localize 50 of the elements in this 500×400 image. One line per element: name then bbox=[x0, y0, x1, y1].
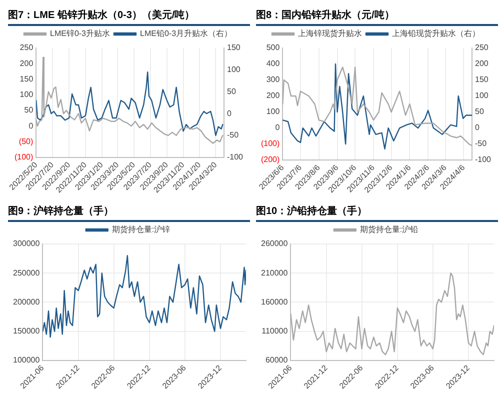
y-tick-label: 0 bbox=[275, 123, 280, 132]
y2-tick-label: 50 bbox=[226, 86, 236, 96]
y-tick-label: 500 bbox=[266, 43, 280, 52]
legend-label: LME铅0-3月升贴水（右） bbox=[140, 29, 232, 38]
y2-tick-label: -100 bbox=[474, 155, 492, 164]
y2-tick-label: 100 bbox=[226, 65, 241, 74]
y-tick-label: 300 bbox=[266, 75, 280, 84]
y2-tick-label: 0 bbox=[474, 123, 480, 132]
y-tick-label: 200 bbox=[266, 91, 280, 100]
y-tick-label: 60000 bbox=[265, 356, 288, 365]
y-tick-label: 260000 bbox=[260, 239, 288, 248]
y2-tick-label: 150 bbox=[474, 75, 489, 84]
chart-title: 图7：LME 铅锌升贴水（0-3）（美元/吨） bbox=[8, 8, 250, 26]
chart-title: 图8：国内铅锌升贴水（元/吨） bbox=[256, 8, 498, 26]
y-tick-label: 100 bbox=[20, 90, 34, 100]
legend-label: 期货持仓量:沪铅 bbox=[360, 225, 418, 234]
y-tick-label: (100) bbox=[260, 139, 280, 148]
y2-tick-label: 250 bbox=[474, 43, 489, 52]
legend-label: 上海铅现货升贴水（右） bbox=[392, 29, 480, 38]
y-tick-label: 200000 bbox=[12, 297, 40, 306]
y-tick-label: 100 bbox=[266, 107, 280, 116]
chart-title: 图9：沪锌持仓量（手） bbox=[8, 204, 250, 222]
y-tick-label: 210000 bbox=[260, 268, 288, 278]
chart-title: 图10：沪铅持仓量（手） bbox=[256, 204, 498, 222]
y2-tick-label: 150 bbox=[226, 43, 241, 52]
y-tick-label: 150000 bbox=[12, 326, 40, 336]
y-tick-label: 300000 bbox=[12, 239, 40, 248]
y-tick-label: 200 bbox=[20, 58, 34, 68]
y-tick-label: 400 bbox=[266, 59, 280, 68]
y-tick-label: (50) bbox=[18, 136, 34, 146]
y2-tick-label: -100 bbox=[226, 152, 244, 162]
y2-tick-label: 100 bbox=[474, 91, 489, 100]
legend-label: LME锌0-3升贴水 bbox=[50, 29, 110, 38]
y-tick-label: 150 bbox=[20, 74, 34, 84]
y-tick-label: 0 bbox=[28, 121, 34, 130]
y-tick-label: 50 bbox=[24, 106, 34, 115]
y-tick-label: 100000 bbox=[12, 356, 40, 365]
y-tick-label: (200) bbox=[260, 155, 280, 164]
y2-tick-label: 50 bbox=[474, 107, 484, 116]
legend-label: 上海锌现货升贴水 bbox=[298, 29, 362, 38]
y2-tick-label: 200 bbox=[474, 59, 489, 68]
y2-tick-label: 0 bbox=[226, 108, 232, 118]
y-tick-label: 160000 bbox=[260, 297, 288, 306]
y-tick-label: 250000 bbox=[12, 268, 40, 278]
y2-tick-label: -50 bbox=[474, 139, 488, 148]
y-tick-label: 250 bbox=[20, 43, 34, 52]
y-tick-label: (100) bbox=[14, 152, 34, 162]
legend-label: 期货持仓量:沪锌 bbox=[112, 225, 170, 234]
y2-tick-label: -50 bbox=[226, 130, 240, 140]
y-tick-label: 110000 bbox=[262, 326, 288, 336]
